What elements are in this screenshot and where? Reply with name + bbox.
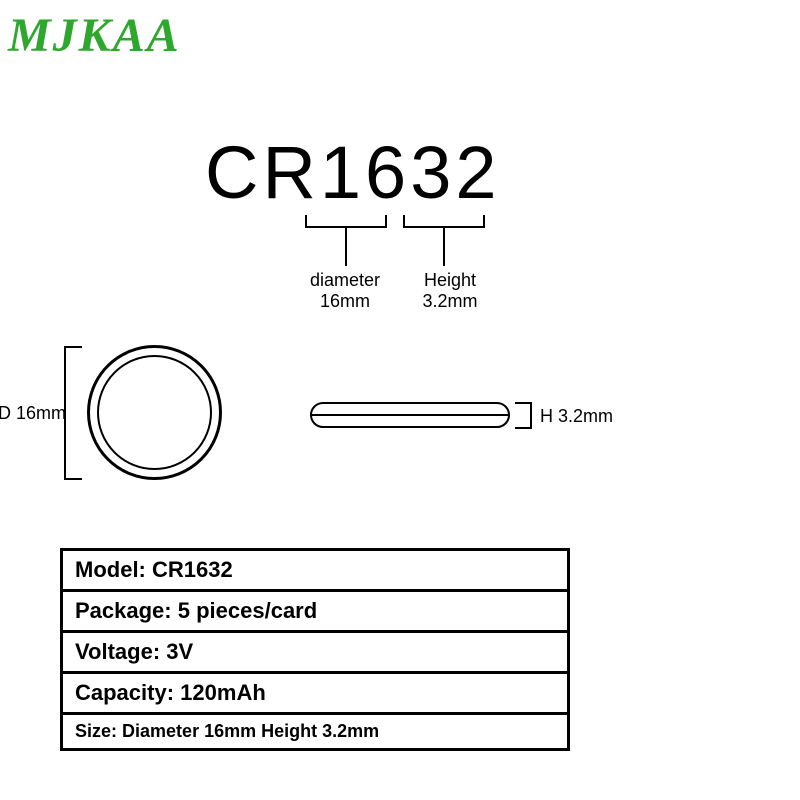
brand-logo: MJKAA bbox=[8, 8, 181, 63]
spec-label: Size: bbox=[75, 721, 117, 741]
spec-label: Package: bbox=[75, 598, 172, 623]
spec-row-capacity: Capacity: 120mAh bbox=[63, 674, 567, 715]
spec-row-model: Model: CR1632 bbox=[63, 551, 567, 592]
diameter-vline bbox=[345, 226, 347, 266]
d-bracket-bottom bbox=[64, 478, 82, 480]
spec-label: Model: bbox=[75, 557, 146, 582]
spec-value: CR1632 bbox=[152, 557, 233, 582]
diameter-label: diameter 16mm bbox=[300, 270, 390, 312]
height-label: Height 3.2mm bbox=[410, 270, 490, 312]
spec-label: Voltage: bbox=[75, 639, 160, 664]
spec-row-voltage: Voltage: 3V bbox=[63, 633, 567, 674]
height-label-line2: 3.2mm bbox=[410, 291, 490, 312]
h-dimension-label: H 3.2mm bbox=[540, 406, 613, 427]
h-bracket-top bbox=[515, 402, 531, 404]
height-label-line1: Height bbox=[410, 270, 490, 291]
spec-table: Model: CR1632 Package: 5 pieces/card Vol… bbox=[60, 548, 570, 751]
diameter-label-line2: 16mm bbox=[300, 291, 390, 312]
d-bracket-top bbox=[64, 346, 82, 348]
diameter-label-line1: diameter bbox=[300, 270, 390, 291]
spec-value: 3V bbox=[166, 639, 193, 664]
spec-value: 5 pieces/card bbox=[178, 598, 317, 623]
battery-top-view-inner bbox=[97, 355, 212, 470]
h-bracket-bottom bbox=[515, 427, 531, 429]
battery-side-view-midline bbox=[312, 414, 508, 416]
spec-row-size: Size: Diameter 16mm Height 3.2mm bbox=[63, 715, 567, 748]
height-vline bbox=[443, 226, 445, 266]
spec-label: Capacity: bbox=[75, 680, 174, 705]
spec-row-package: Package: 5 pieces/card bbox=[63, 592, 567, 633]
h-bracket-vert bbox=[530, 402, 532, 429]
spec-value: Diameter 16mm Height 3.2mm bbox=[122, 721, 379, 741]
model-heading: CR1632 bbox=[205, 130, 501, 215]
d-dimension-label: D 16mm bbox=[0, 403, 66, 424]
spec-value: 120mAh bbox=[180, 680, 266, 705]
